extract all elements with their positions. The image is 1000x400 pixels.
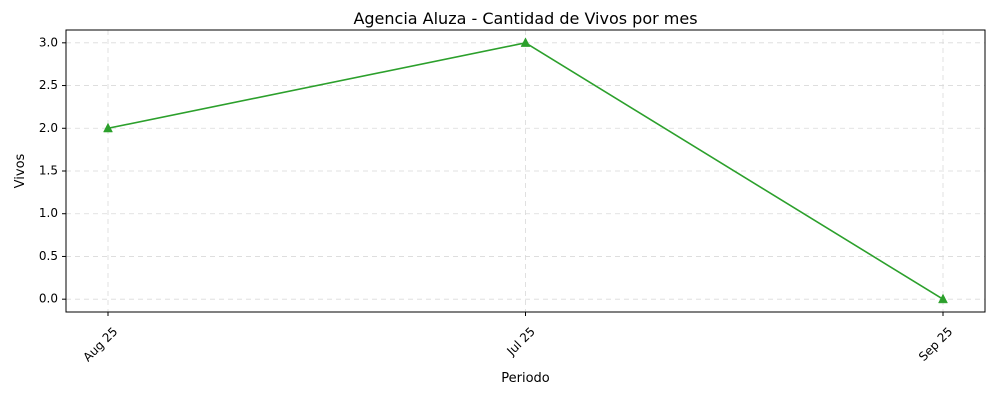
series-layer xyxy=(103,37,948,304)
data-point-marker xyxy=(520,37,531,47)
axis-ticks: 0.0 0.5 1.0 1.5 2.0 2.5 3.0 Aug 25 Jul 25 Sep 25 xyxy=(39,35,955,364)
y-tick-label: 0.0 xyxy=(39,292,58,306)
y-tick-label: 1.5 xyxy=(39,164,58,178)
chart-title: Agencia Aluza - Cantidad de Vivos por me… xyxy=(353,9,697,28)
y-tick-label: 2.5 xyxy=(39,78,58,92)
x-axis-label: Periodo xyxy=(501,371,550,386)
y-tick-label: 0.5 xyxy=(39,249,58,263)
x-tick-label: Aug 25 xyxy=(80,324,120,364)
y-axis-label: Vivos xyxy=(13,153,28,188)
y-tick-label: 3.0 xyxy=(39,35,58,49)
grid xyxy=(66,30,985,312)
x-tick-label: Sep 25 xyxy=(916,324,955,363)
y-tick-label: 1.0 xyxy=(39,206,58,220)
x-tick-label: Jul 25 xyxy=(504,324,538,358)
data-point-marker xyxy=(103,122,113,133)
y-tick-label: 2.0 xyxy=(39,121,58,135)
data-point-marker xyxy=(938,293,948,304)
